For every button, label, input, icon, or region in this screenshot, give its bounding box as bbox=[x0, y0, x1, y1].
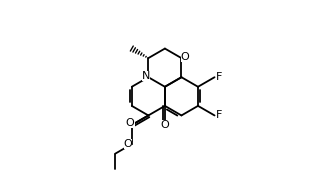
Text: O: O bbox=[124, 139, 132, 149]
Text: F: F bbox=[216, 72, 222, 82]
Text: N: N bbox=[142, 71, 150, 81]
Text: F: F bbox=[216, 72, 222, 82]
Text: O: O bbox=[126, 118, 135, 128]
Text: O: O bbox=[161, 121, 169, 130]
Text: O: O bbox=[181, 52, 189, 62]
Text: O: O bbox=[124, 139, 132, 149]
Text: O: O bbox=[161, 121, 169, 130]
Text: N: N bbox=[142, 71, 150, 81]
Text: O: O bbox=[126, 118, 135, 128]
Text: F: F bbox=[216, 110, 222, 120]
Text: F: F bbox=[216, 110, 222, 120]
Text: O: O bbox=[181, 52, 189, 62]
